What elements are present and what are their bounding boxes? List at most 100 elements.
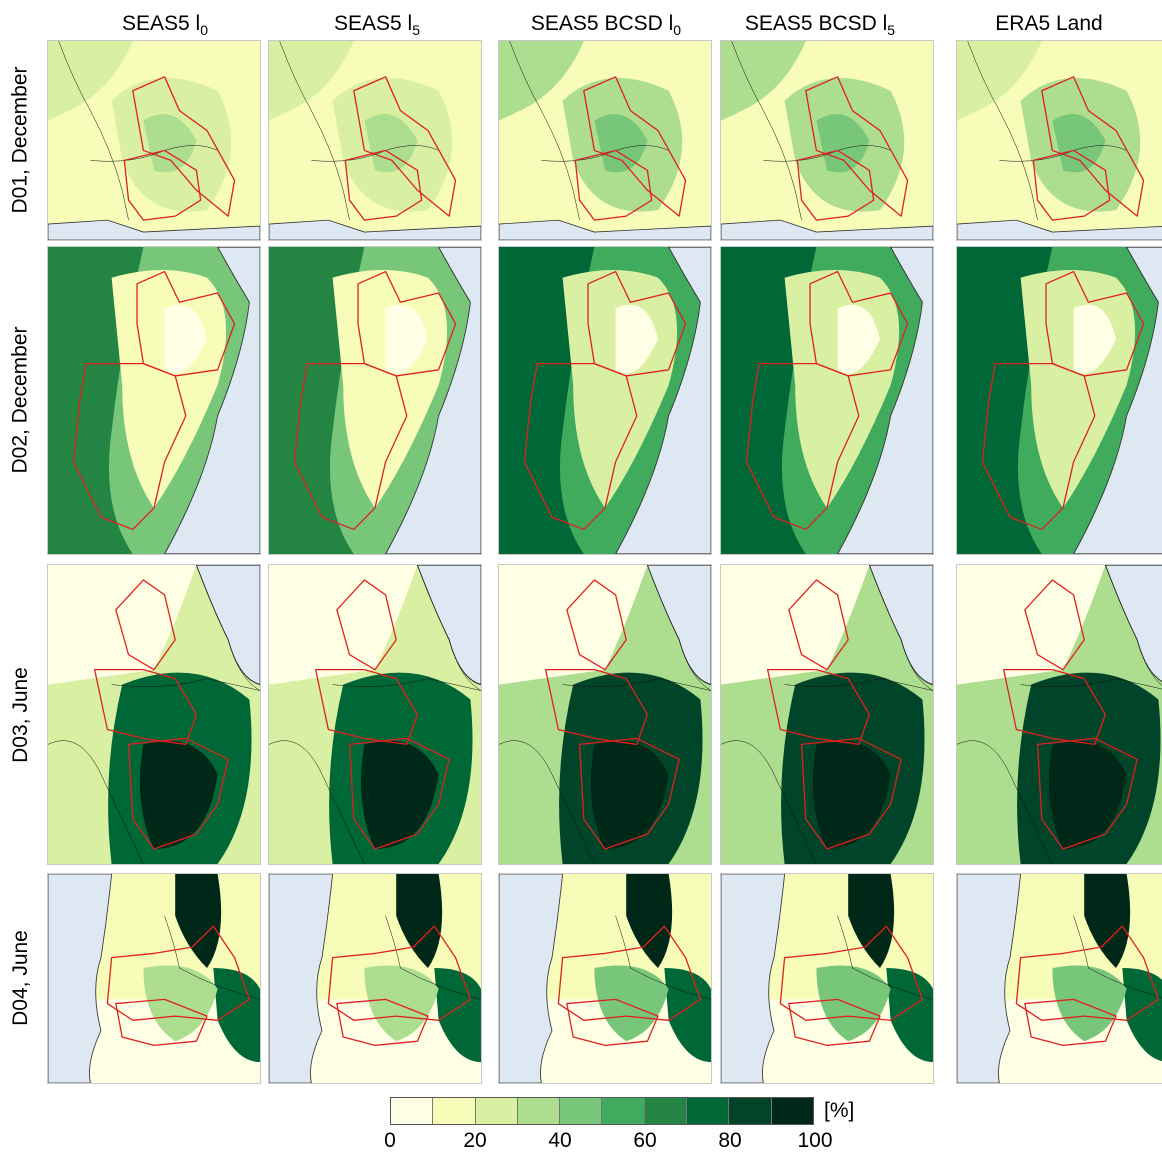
- precip-region: [48, 41, 133, 121]
- ocean: [957, 219, 1162, 240]
- basin-outline: [1025, 999, 1116, 1045]
- map-svg: [499, 41, 711, 240]
- precip-region: [1048, 740, 1127, 850]
- precip-region: [48, 565, 197, 685]
- map-panel-r1-c5: [956, 40, 1162, 241]
- border-line: [165, 916, 260, 1000]
- precip-region: [434, 968, 481, 1063]
- ocean: [48, 219, 260, 240]
- map-svg: [48, 247, 260, 554]
- map-svg: [48, 41, 260, 240]
- precip-region: [721, 999, 933, 1083]
- precip-region: [164, 304, 207, 374]
- precip-region: [816, 113, 870, 173]
- map-panel-r1-c1: [47, 40, 261, 241]
- basin-outline: [524, 364, 636, 530]
- precip-region: [396, 874, 443, 969]
- border-line: [968, 41, 1038, 220]
- precip-region: [385, 304, 428, 374]
- map-svg: [48, 874, 260, 1083]
- basin-outline: [354, 77, 456, 216]
- column-header-seas5-bcsd-l0: SEAS5 BCSD l0: [530, 12, 682, 39]
- basin-outline: [746, 364, 858, 530]
- precip-region: [364, 113, 418, 173]
- precip-region: [848, 874, 895, 969]
- ocean: [721, 219, 933, 240]
- map-panel-r2-c1: [47, 246, 261, 555]
- map-panel-r1-c2: [268, 40, 482, 241]
- basin-outline: [73, 364, 185, 530]
- precip-region: [1052, 965, 1127, 1042]
- map-panel-r2-c2: [268, 246, 482, 555]
- colorbar-segment: [517, 1098, 561, 1124]
- border-line: [280, 41, 350, 220]
- colorbar-segment: [687, 1098, 730, 1124]
- precip-region: [269, 565, 418, 685]
- precip-region: [886, 968, 933, 1063]
- precip-region: [837, 304, 880, 374]
- basin-outline: [124, 150, 200, 220]
- basin-outline: [584, 77, 686, 216]
- basin-outline: [789, 999, 880, 1045]
- basin-outline: [337, 580, 396, 670]
- basin-outline: [95, 670, 197, 745]
- colorbar-tick-label: 60: [633, 1129, 657, 1152]
- map-panel-r2-c4: [720, 246, 934, 555]
- border-line: [785, 679, 933, 691]
- precip-region: [48, 999, 260, 1083]
- basin-outline: [780, 926, 922, 1020]
- precip-region: [590, 740, 669, 850]
- basin-outline: [567, 580, 626, 670]
- border-line: [1021, 679, 1162, 691]
- border-line: [647, 565, 711, 691]
- basin-outline: [768, 670, 870, 745]
- colorbar-tick-label: 80: [718, 1129, 742, 1152]
- precip-region: [957, 41, 1042, 121]
- border-line: [616, 916, 711, 1000]
- precip-region: [175, 874, 222, 969]
- colorbar-segment: [644, 1098, 688, 1124]
- basin-outline: [137, 272, 235, 376]
- map-panel-r3-c2: [268, 564, 482, 865]
- ocean: [269, 219, 481, 240]
- map-svg: [957, 565, 1162, 864]
- basin-outline: [1004, 670, 1106, 745]
- column-header-seas5-bcsd-l5: SEAS5 BCSD l5: [744, 12, 896, 39]
- border-line: [957, 741, 1052, 864]
- row-label-d01: D01, December: [9, 66, 32, 214]
- basin-outline: [337, 999, 428, 1045]
- precip-region: [360, 740, 439, 850]
- precip-region: [1052, 113, 1106, 173]
- border-line: [838, 916, 933, 1000]
- border-line: [59, 41, 129, 220]
- map-panel-r4-c3: [498, 873, 712, 1084]
- basin-outline: [1016, 926, 1158, 1020]
- basin-outline: [789, 580, 848, 670]
- border-line: [196, 565, 260, 691]
- basin-outline: [810, 272, 908, 376]
- precip-region: [816, 965, 891, 1042]
- basin-outline: [575, 150, 651, 220]
- ocean: [269, 874, 334, 1083]
- precip-region: [721, 41, 806, 121]
- map-svg: [499, 565, 711, 864]
- map-svg: [269, 874, 481, 1083]
- map-panel-r3-c4: [720, 564, 934, 865]
- basin-outline: [558, 926, 700, 1020]
- precip-region: [143, 113, 197, 173]
- map-panel-r1-c3: [498, 40, 712, 241]
- colorbar-tick-label: 100: [797, 1129, 833, 1152]
- precip-region: [1073, 304, 1116, 374]
- basin-outline: [806, 77, 908, 216]
- basin-outline: [1042, 77, 1144, 216]
- precip-region: [812, 740, 891, 850]
- precip-region: [594, 113, 648, 173]
- colorbar-segment: [771, 1098, 813, 1124]
- map-panel-r3-c5: [956, 564, 1162, 865]
- map-panel-r4-c4: [720, 873, 934, 1084]
- basin-outline: [588, 272, 686, 376]
- colorbar: [390, 1097, 814, 1125]
- border-line: [1105, 565, 1162, 691]
- precip-region: [143, 965, 218, 1042]
- map-svg: [957, 41, 1162, 240]
